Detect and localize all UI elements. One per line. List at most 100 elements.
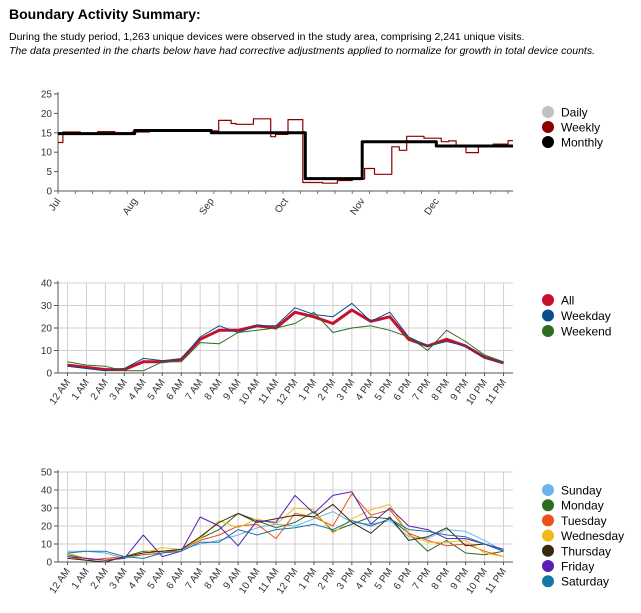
x-tick-label: 4 AM [127, 377, 149, 402]
adjustment-note: The data presented in the charts below h… [9, 45, 595, 57]
legend-label-saturday: Saturday [561, 575, 609, 589]
y-tick-label: 0 [46, 187, 52, 198]
x-tick-label: 12 AM [48, 566, 73, 596]
legend-marker-weekly [542, 121, 554, 133]
x-tick-label: 5 AM [146, 566, 168, 591]
y-tick-label: 20 [41, 109, 53, 120]
series-line-monday [67, 511, 504, 561]
legend-marker-monday [542, 499, 554, 512]
legend-marker-weekday [542, 309, 554, 322]
x-tick-label: 3 PM [335, 377, 357, 402]
x-tick-label: 7 AM [184, 566, 206, 591]
legend-label-daily: Daily [561, 106, 588, 120]
x-tick-label: 8 PM [430, 377, 452, 402]
y-tick-label: 5 [46, 167, 52, 178]
legend-marker-wednesday [542, 529, 554, 542]
legend-label-wednesday: Wednesday [561, 529, 624, 543]
y-tick-label: 10 [41, 346, 53, 357]
legend-label-monday: Monday [561, 499, 604, 513]
legend-label-weekend: Weekend [561, 325, 611, 339]
x-tick-label: 11 PM [484, 377, 509, 406]
series-line-thursday [67, 503, 504, 563]
y-tick-label: 30 [41, 301, 53, 312]
legend-marker-saturday [542, 575, 554, 588]
x-tick-label: 4 PM [354, 566, 376, 591]
x-tick-label: 6 PM [392, 377, 414, 402]
y-tick-label: 0 [46, 558, 52, 569]
x-tick-label: 7 PM [411, 566, 433, 591]
monthly-activity-chart: 0 5 10 15 20 25 Jul Aug Sep Oct Nov Dec DailyWeeklyM… [41, 90, 603, 218]
y-tick-label: 0 [46, 369, 52, 380]
legend-label-tuesday: Tuesday [561, 514, 607, 528]
x-tick-label: 2 AM [89, 377, 111, 402]
x-tick-label: 7 PM [411, 377, 433, 402]
x-tick-label: 3 AM [108, 566, 130, 591]
y-tick-label: 10 [41, 148, 53, 159]
x-tick-label: 6 AM [165, 566, 187, 591]
summary-text: During the study period, 1,263 unique de… [9, 31, 525, 43]
y-tick-label: 10 [41, 540, 53, 551]
legend-label-monthly: Monthly [561, 136, 603, 150]
x-tick-label: Aug [121, 196, 140, 217]
legend-marker-tuesday [542, 514, 554, 527]
x-tick-label: 11 PM [484, 566, 509, 595]
x-tick-label: 6 AM [165, 377, 187, 402]
legend-label-all: All [561, 294, 574, 308]
x-tick-label: 8 AM [203, 377, 225, 402]
x-tick-label: Dec [423, 196, 442, 217]
series-line-monthly [58, 129, 513, 181]
legend-label-sunday: Sunday [561, 484, 602, 498]
legend-marker-friday [542, 560, 554, 572]
legend-label-thursday: Thursday [561, 544, 611, 558]
y-tick-label: 40 [41, 279, 53, 290]
legend-label-friday: Friday [561, 560, 594, 574]
x-tick-label: 4 PM [354, 377, 376, 402]
x-tick-label: 12 AM [48, 377, 73, 407]
day-of-week-activity-chart: 0 10 20 30 40 50 12 AM1 AM2 AM3 AM4 AM5 AM6 AM… [41, 468, 624, 597]
x-tick-label: 1 PM [297, 566, 319, 591]
x-tick-label: Oct [273, 196, 291, 215]
y-tick-label: 20 [41, 522, 53, 533]
y-tick-label: 20 [41, 324, 53, 335]
x-tick-label: 1 PM [297, 377, 319, 402]
x-tick-label: 2 AM [89, 566, 111, 591]
x-tick-label: 3 AM [108, 377, 130, 402]
x-tick-label: 1 AM [70, 566, 92, 591]
x-tick-label: 6 PM [392, 566, 414, 591]
legend-marker-daily [542, 106, 554, 118]
y-tick-label: 15 [41, 128, 53, 139]
legend-label-weekday: Weekday [561, 309, 611, 323]
legend-marker-weekend [542, 325, 554, 337]
series-line-weekly [58, 118, 513, 184]
y-tick-label: 50 [41, 468, 53, 479]
x-tick-label: 1 AM [70, 377, 92, 402]
legend-marker-all [542, 294, 554, 306]
legend-marker-monthly [542, 136, 554, 148]
x-tick-label: Nov [348, 196, 367, 217]
series-line-friday [67, 491, 504, 561]
x-tick-label: 5 AM [146, 377, 168, 402]
x-tick-label: 8 AM [203, 566, 225, 591]
x-tick-label: 2 PM [316, 377, 338, 402]
y-tick-label: 30 [41, 504, 53, 515]
series-line-weekend [67, 311, 504, 372]
x-tick-label: 5 PM [373, 566, 395, 591]
page-title: Boundary Activity Summary: [9, 6, 201, 22]
x-tick-label: 3 PM [335, 566, 357, 591]
legend-label-weekly: Weekly [561, 121, 600, 135]
x-tick-label: Jul [47, 196, 63, 213]
series-line-weekday [67, 302, 504, 372]
x-tick-label: 8 PM [430, 566, 452, 591]
series-line-tuesday [67, 493, 504, 561]
y-tick-label: 40 [41, 486, 53, 497]
x-tick-label: 4 AM [127, 566, 149, 591]
x-tick-label: Sep [198, 196, 217, 217]
legend-marker-sunday [542, 484, 554, 496]
y-tick-label: 25 [41, 90, 53, 101]
x-tick-label: 5 PM [373, 377, 395, 402]
series-line-saturday [67, 518, 504, 559]
x-tick-label: 2 PM [316, 566, 338, 591]
x-tick-label: 7 AM [184, 377, 206, 402]
legend-marker-thursday [542, 544, 554, 557]
